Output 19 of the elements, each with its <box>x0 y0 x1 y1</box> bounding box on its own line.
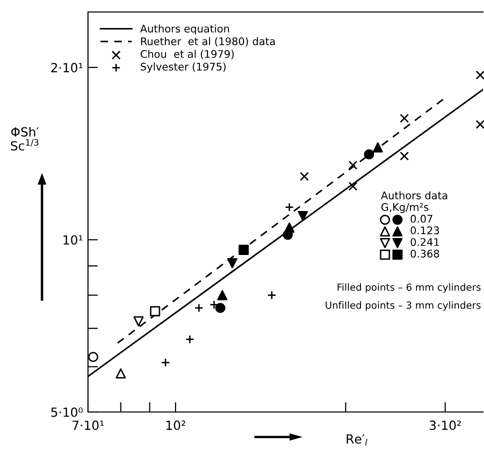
legend-title: Authors data G,Kg/m²s <box>380 191 448 214</box>
x-tick-label: 3·10² <box>430 420 461 430</box>
legend-label: Sylvester (1975) <box>140 62 226 73</box>
annotation: Unfilled points – 3 mm cylinders <box>326 301 481 311</box>
x-axis-title: Re′$_{l}$ <box>346 434 368 446</box>
y-tick-label: 2·10¹ <box>51 62 82 72</box>
annotation: Filled points – 6 mm cylinders <box>338 283 481 293</box>
legend-label: 0.368 <box>410 250 440 258</box>
y-tick-label: 10¹ <box>64 235 82 245</box>
legend-label: Chou et al (1979) <box>140 50 234 60</box>
legend-label: 0.123 <box>410 226 439 234</box>
legend-label: 0.241 <box>410 238 439 246</box>
legend-label: Ruether et al (1980) data <box>141 37 275 46</box>
x-tick-label: 10² <box>166 420 186 430</box>
legend-label: Authors equation <box>140 24 229 35</box>
y-axis-title: ΦSh′ Sc$^{1/3}$ <box>10 126 39 151</box>
x-tick-label: 7·10¹ <box>72 420 104 430</box>
legend-label: 0.07 <box>410 214 432 223</box>
y-tick-label: 5·10⁰ <box>51 407 83 417</box>
